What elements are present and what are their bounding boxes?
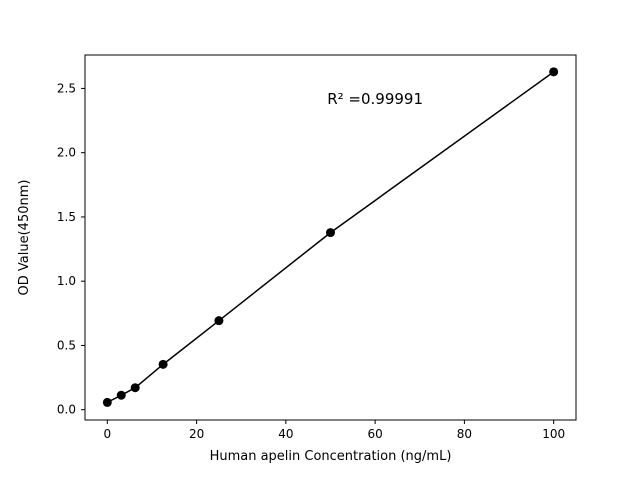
r-squared-annotation: R² =0.99991 [327, 90, 423, 108]
data-point [102, 397, 112, 407]
y-tick-label: 2.5 [57, 81, 76, 95]
data-point [130, 383, 140, 393]
x-tick-label: 80 [457, 427, 472, 441]
x-tick-label: 20 [189, 427, 204, 441]
data-point [326, 228, 335, 238]
x-tick-label: 60 [367, 427, 382, 441]
y-tick-label: 1.0 [57, 274, 76, 288]
x-tick-label: 40 [278, 427, 293, 441]
y-tick-label: 1.5 [57, 210, 76, 224]
plot-area [84, 54, 577, 421]
y-tick-label: 2.0 [57, 146, 76, 160]
data-point [116, 390, 126, 400]
y-tick-label: 0.5 [57, 338, 76, 352]
data-point [549, 67, 559, 77]
x-tick-label: 100 [542, 427, 565, 441]
x-tick-label: 0 [103, 427, 111, 441]
data-point [214, 316, 224, 326]
y-axis-label: OD Value(450nm) [17, 180, 32, 296]
data-point [158, 359, 168, 369]
y-tick-label: 0.0 [57, 403, 76, 417]
x-axis-label: Human apelin Concentration (ng/mL) [210, 449, 452, 464]
